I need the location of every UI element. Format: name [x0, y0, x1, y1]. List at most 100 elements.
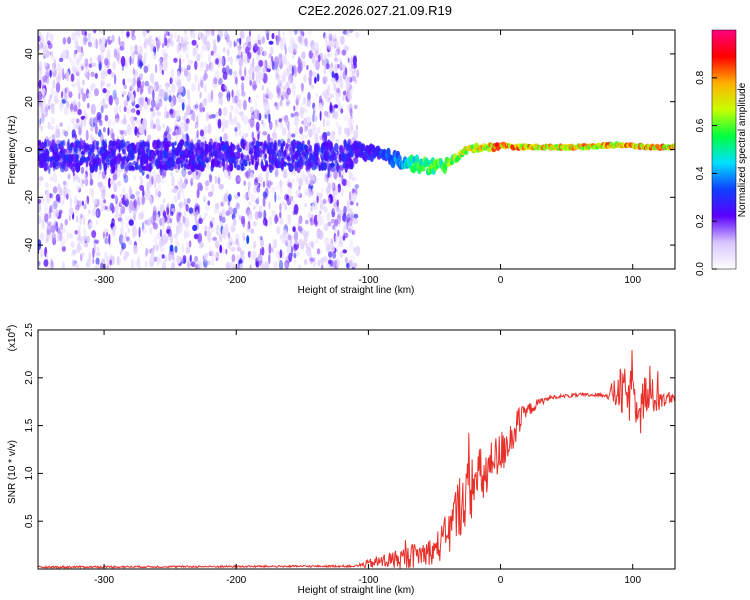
noise-cell: [304, 38, 308, 47]
noise-cell: [319, 110, 322, 121]
noise-cell: [323, 80, 326, 85]
signal-band-cell: [165, 145, 169, 152]
signal-band-cell: [181, 160, 184, 168]
noise-cell: [103, 64, 108, 71]
noise-cell: [87, 222, 93, 231]
noise-cell: [165, 235, 171, 241]
signal-band-cell: [334, 158, 337, 164]
noise-cell: [113, 94, 117, 104]
noise-cell: [183, 68, 189, 77]
noise-cell: [106, 48, 111, 59]
noise-cell: [77, 108, 82, 116]
noise-cell: [132, 76, 136, 87]
noise-cell: [259, 68, 265, 73]
noise-cell: [202, 258, 208, 268]
noise-cell: [156, 214, 160, 223]
noise-cell: [268, 243, 272, 255]
signal-band-cell: [251, 155, 254, 162]
noise-cell: [238, 215, 242, 221]
noise-cell: [146, 30, 150, 34]
noise-cell: [282, 85, 288, 91]
noise-cell: [293, 243, 298, 252]
noise-cell: [333, 82, 336, 91]
noise-cell: [179, 86, 184, 93]
noise-cell: [301, 240, 307, 246]
noise-cell: [161, 123, 166, 129]
noise-cell: [349, 192, 352, 201]
snr-ytick-label: 1.0: [24, 466, 35, 480]
noise-cell: [298, 239, 302, 246]
signal-band-cell: [95, 140, 100, 147]
signal-band-cell: [179, 140, 183, 148]
noise-cell: [125, 58, 128, 70]
noise-cell: [311, 214, 314, 221]
noise-cell: [198, 217, 203, 225]
noise-cell: [238, 111, 244, 116]
noise-cell: [316, 195, 319, 204]
noise-cell: [297, 35, 303, 44]
noise-cell: [293, 105, 296, 112]
noise-cell: [120, 206, 126, 215]
noise-cell: [274, 102, 278, 107]
noise-cell: [119, 120, 123, 125]
noise-cell: [316, 92, 318, 98]
noise-cell: [95, 55, 98, 61]
noise-cell: [114, 182, 117, 188]
signal-band-cell: [62, 155, 67, 162]
noise-cell: [156, 233, 162, 240]
noise-cell: [291, 177, 296, 185]
noise-cell: [73, 195, 78, 206]
noise-cell: [155, 187, 158, 198]
noise-cell: [328, 251, 333, 258]
signal-band-cell: [305, 166, 311, 171]
noise-cell: [222, 47, 226, 53]
noise-cell: [277, 77, 281, 86]
noise-cell: [117, 256, 122, 266]
noise-cell: [107, 127, 110, 136]
noise-cell: [332, 77, 337, 88]
noise-cell: [56, 63, 62, 72]
snr-xtick-label: 100: [624, 575, 641, 586]
noise-cell: [285, 98, 291, 105]
noise-cell: [119, 193, 124, 199]
noise-cell: [223, 233, 227, 240]
noise-cell: [248, 68, 254, 75]
noise-cell: [231, 89, 234, 98]
noise-cell: [100, 204, 106, 212]
noise-cell: [76, 176, 81, 183]
noise-cell: [42, 75, 48, 83]
noise-cell: [208, 114, 213, 120]
noise-cell: [249, 49, 254, 54]
noise-cell: [298, 215, 303, 225]
noise-cell: [332, 259, 338, 269]
signal-band-cell: [224, 163, 229, 171]
noise-cell: [147, 84, 151, 95]
noise-cell: [94, 263, 100, 269]
noise-cell: [156, 41, 160, 52]
noise-cell: [169, 244, 174, 252]
noise-cell: [334, 72, 339, 82]
noise-cell: [262, 131, 268, 136]
noise-cell: [342, 90, 347, 96]
noise-cell: [142, 189, 145, 197]
noise-cell: [111, 205, 115, 214]
noise-cell: [306, 41, 309, 50]
noise-cell: [45, 71, 50, 77]
noise-cell: [223, 169, 229, 179]
noise-cell: [69, 205, 73, 214]
noise-cell: [124, 231, 127, 237]
signal-band-cell: [260, 158, 263, 166]
noise-cell: [70, 73, 75, 82]
noise-cell: [322, 117, 325, 128]
noise-cell: [314, 42, 320, 50]
noise-cell: [126, 94, 130, 102]
noise-cell: [285, 67, 291, 77]
colorbar-tick-label: 0.8: [695, 70, 706, 84]
noise-cell: [207, 123, 212, 135]
noise-cell: [162, 62, 168, 72]
signal-band-cell: [185, 159, 188, 164]
noise-cell: [282, 126, 287, 136]
noise-cell: [87, 92, 90, 98]
noise-cell: [293, 30, 298, 36]
signal-band-cell: [343, 139, 347, 148]
